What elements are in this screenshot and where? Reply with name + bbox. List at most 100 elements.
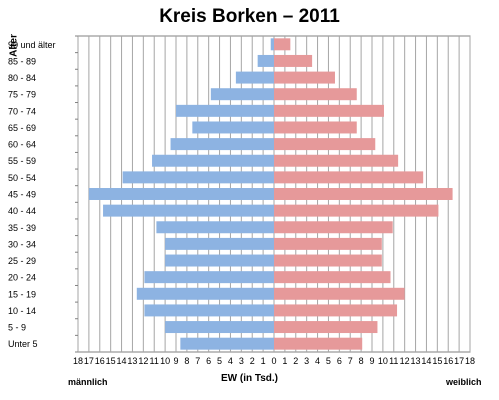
x-tick-label: 2 [250, 356, 255, 366]
x-tick-label: 10 [378, 356, 388, 366]
bar-female [274, 237, 382, 250]
bar-female [274, 121, 357, 134]
bar-female [274, 304, 398, 317]
bar-male [103, 204, 275, 217]
category-label: 90 und älter [8, 40, 56, 50]
x-tick-label: 10 [160, 356, 170, 366]
bar-male [88, 188, 274, 200]
category-label: Unter 5 [8, 339, 38, 349]
category-label: 45 - 49 [8, 190, 36, 200]
x-tick-label: 9 [369, 356, 374, 366]
bar-female [274, 221, 393, 234]
x-tick-label: 12 [400, 356, 410, 366]
x-tick-label: 17 [454, 356, 464, 366]
x-tick-label: 15 [106, 356, 116, 366]
x-tick-label: 16 [95, 356, 105, 366]
category-label: 85 - 89 [8, 56, 36, 66]
category-label: 5 - 9 [8, 323, 26, 333]
x-tick-label: 18 [465, 356, 475, 366]
x-tick-label: 9 [173, 356, 178, 366]
x-tick-label: 6 [206, 356, 211, 366]
bar-female [274, 138, 376, 151]
category-label: 75 - 79 [8, 90, 36, 100]
x-tick-label: 3 [239, 356, 244, 366]
bar-male [180, 337, 274, 350]
category-label: 15 - 19 [8, 289, 36, 299]
bar-male [192, 121, 274, 134]
x-tick-label: 6 [337, 356, 342, 366]
bar-male [156, 221, 274, 234]
bar-male [136, 287, 274, 300]
category-label: 40 - 44 [8, 206, 36, 216]
bar-female [274, 188, 453, 200]
x-tick-label: 14 [117, 356, 127, 366]
bar-male [165, 254, 274, 267]
x-tick-label: 0 [271, 356, 276, 366]
category-label: 35 - 39 [8, 223, 36, 233]
bar-female [274, 171, 424, 184]
bar-female [274, 287, 405, 300]
bar-female [274, 204, 439, 217]
bar-female [274, 321, 378, 334]
x-tick-label: 11 [150, 356, 159, 366]
male-label: männlich [68, 377, 108, 387]
x-tick-label: 5 [217, 356, 222, 366]
bar-male [144, 271, 274, 284]
x-tick-label: 18 [73, 356, 83, 366]
bar-male [152, 154, 274, 167]
bar-male [122, 171, 275, 184]
x-tick-label: 12 [138, 356, 148, 366]
x-axis-label: EW (in Tsd.) [220, 373, 279, 384]
bar-female [274, 88, 357, 101]
x-tick-label: 8 [359, 356, 364, 366]
x-tick-label: 1 [282, 356, 287, 366]
bar-male [257, 54, 274, 67]
bar-male [210, 88, 274, 101]
bar-male [170, 138, 274, 151]
x-tick-label: 2 [293, 356, 298, 366]
bar-female [274, 154, 399, 167]
bar-female [274, 337, 363, 350]
chart-title: Kreis Borken – 2011 [159, 6, 340, 27]
category-label: 10 - 14 [8, 306, 36, 316]
bar-male [165, 237, 274, 250]
x-tick-label: 7 [348, 356, 353, 366]
category-label: 30 - 34 [8, 239, 36, 249]
x-tick-label: 11 [389, 356, 398, 366]
bar-female [274, 38, 291, 51]
bar-female [274, 104, 384, 117]
x-tick-label: 16 [443, 356, 453, 366]
x-tick-label: 17 [84, 356, 94, 366]
bar-female [274, 254, 382, 267]
x-tick-label: 1 [261, 356, 266, 366]
bar-male [270, 38, 274, 51]
category-label: 50 - 54 [8, 173, 36, 183]
category-label: 55 - 59 [8, 156, 36, 166]
category-label: 80 - 84 [8, 73, 36, 83]
x-tick-label: 13 [411, 356, 421, 366]
category-label: 25 - 29 [8, 256, 36, 266]
x-tick-label: 5 [326, 356, 331, 366]
x-tick-label: 7 [195, 356, 200, 366]
x-tick-label: 14 [421, 356, 431, 366]
x-tick-label: 15 [432, 356, 442, 366]
category-label: 20 - 24 [8, 273, 36, 283]
x-tick-label: 4 [315, 356, 320, 366]
bar-female [274, 54, 313, 67]
x-tick-label: 8 [184, 356, 189, 366]
x-tick-label: 3 [304, 356, 309, 366]
category-label: 60 - 64 [8, 140, 36, 150]
bar-male [176, 104, 274, 117]
x-tick-label: 4 [228, 356, 233, 366]
category-label: 65 - 69 [8, 123, 36, 133]
bar-female [274, 271, 391, 284]
x-tick-label: 13 [127, 356, 137, 366]
bar-male [165, 321, 274, 334]
category-label: 70 - 74 [8, 106, 36, 116]
bar-female [274, 71, 335, 84]
bar-male [144, 304, 274, 317]
bar-male [235, 71, 274, 84]
female-label: weiblich [446, 377, 482, 387]
